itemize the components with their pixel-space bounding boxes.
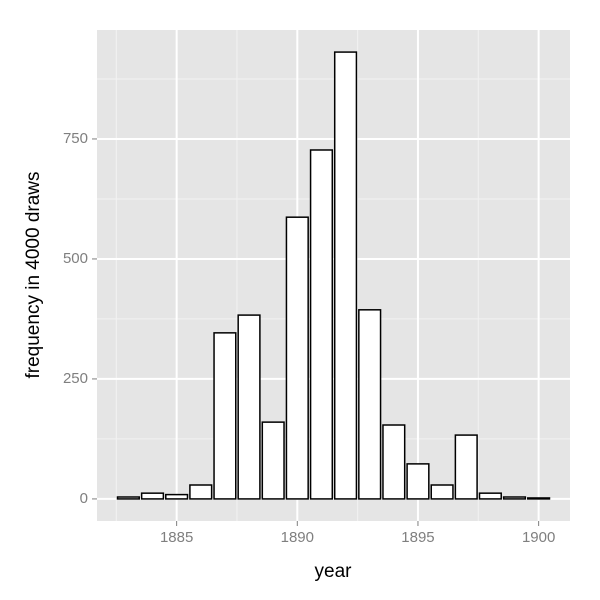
y-tick-label: 250 [63,370,88,387]
bar [116,496,140,500]
plot-panel [97,30,570,521]
bar [285,216,309,500]
bar [478,492,502,500]
x-tick-label: 1890 [281,529,314,546]
y-tick-label: 500 [63,250,88,267]
bar [309,149,334,500]
bar [358,309,382,500]
x-axis-title: year [315,561,353,582]
bar [406,463,430,500]
bar [140,492,165,500]
bar [261,421,285,500]
x-tick-label: 1885 [160,529,193,546]
bar [333,51,358,500]
y-tick-label: 750 [63,130,88,147]
bar [213,332,237,500]
bar [430,484,454,500]
bar [189,484,213,500]
bar [502,496,527,500]
y-axis-title: frequency in 4000 draws [23,171,44,378]
bar [382,424,406,500]
y-tick-label: 0 [80,490,88,507]
bar [237,314,261,500]
x-tick-label: 1900 [522,529,555,546]
bar [454,434,478,500]
bar [165,493,189,500]
x-tick-label: 1895 [401,529,434,546]
bar [527,497,551,500]
